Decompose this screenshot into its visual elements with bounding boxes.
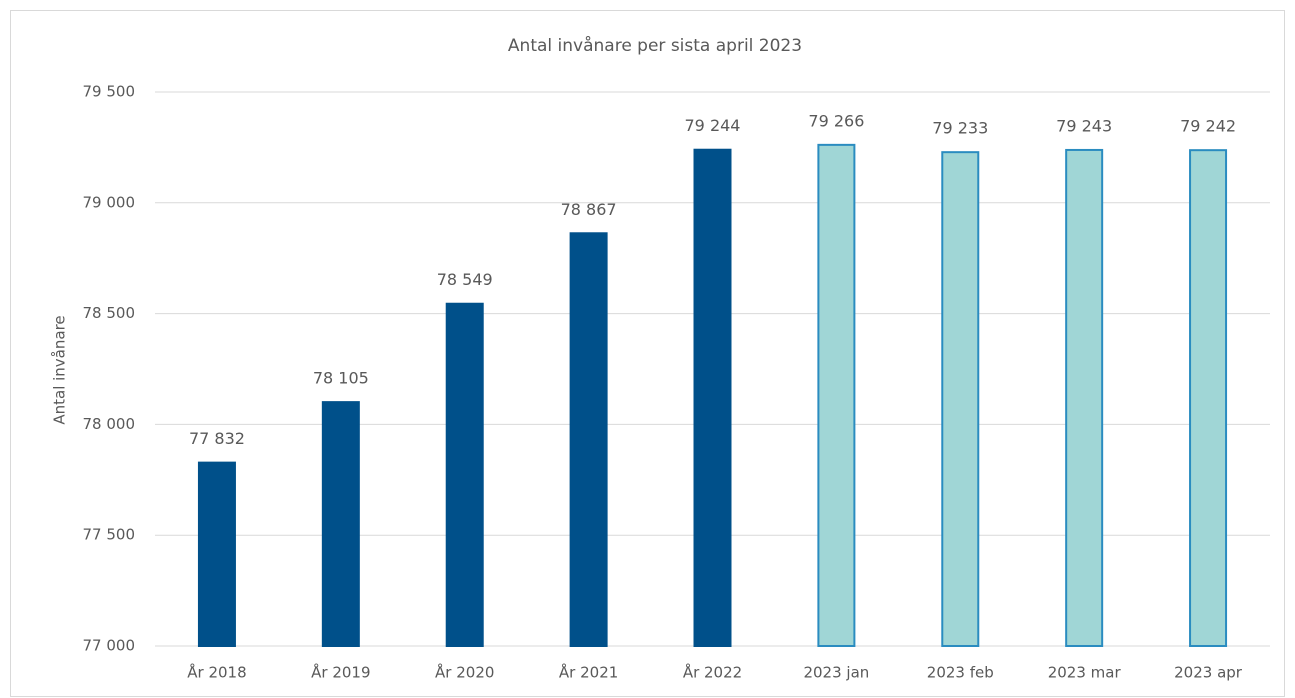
x-tick-label: 2023 feb [927,664,994,682]
y-tick-label: 78 500 [83,304,136,322]
data-label: 78 867 [561,200,617,219]
data-label: 79 242 [1180,117,1236,136]
bar [569,232,608,647]
data-label: 77 832 [189,429,245,448]
chart-title: Antal invånare per sista april 2023 [508,35,802,56]
bar [1065,148,1104,647]
x-tick-label: 2023 mar [1048,664,1122,682]
x-tick-label: 2023 jan [803,664,869,682]
y-tick-label: 79 000 [83,193,136,211]
bar [817,143,856,647]
bar [445,302,484,647]
bar [1189,149,1228,648]
y-axis-label: Antal invånare [51,315,69,424]
data-label: 79 244 [685,116,741,135]
data-label: 79 266 [808,111,864,130]
x-tick-label: År 2021 [559,663,618,682]
bar [197,461,236,648]
bar [321,401,360,647]
y-tick-label: 79 500 [83,83,136,101]
data-label: 78 549 [437,270,493,289]
x-tick-label: 2023 apr [1174,664,1243,682]
data-label: 79 243 [1056,116,1112,135]
y-tick-label: 78 000 [83,415,136,433]
x-tick-label: År 2019 [311,663,370,682]
x-tick-label: År 2018 [187,663,246,682]
bar [693,148,732,647]
bar [941,151,980,647]
y-tick-label: 77 000 [83,637,136,655]
y-tick-label: 77 500 [83,526,136,544]
x-tick-label: År 2020 [435,663,494,682]
data-label: 78 105 [313,369,369,388]
x-tick-label: År 2022 [683,663,742,682]
data-label: 79 233 [932,119,988,138]
